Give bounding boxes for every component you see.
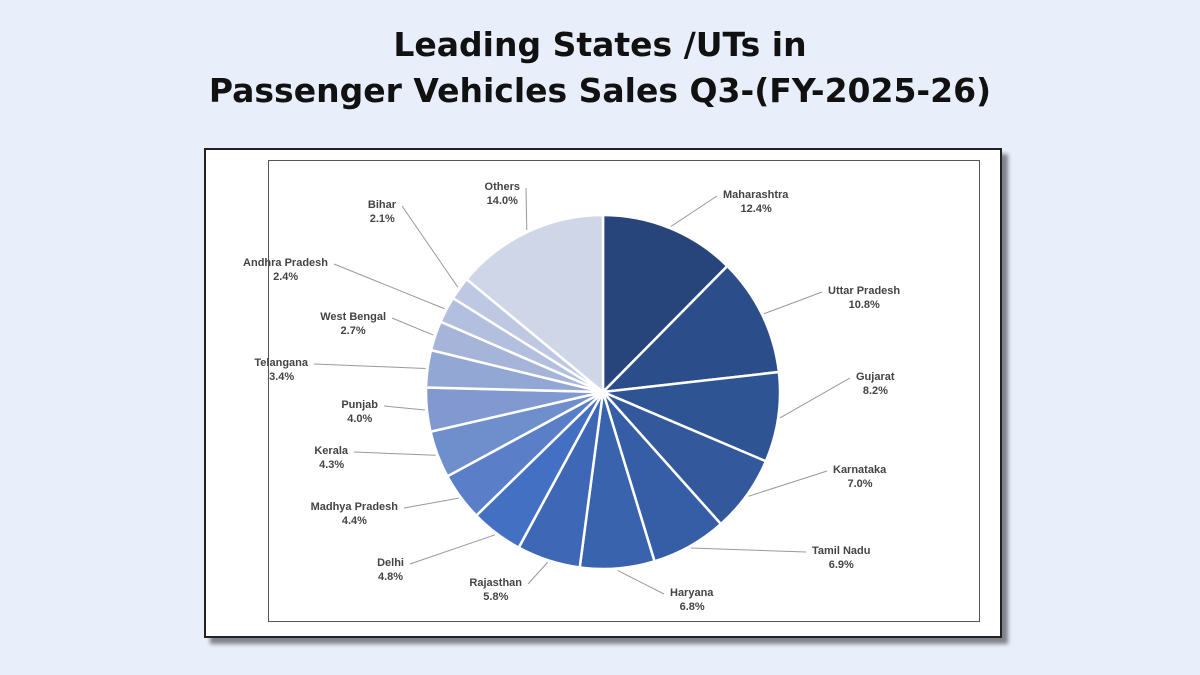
slice-value-maharashtra: 12.4% — [741, 203, 772, 215]
slice-label-rajasthan: Rajasthan — [469, 577, 522, 589]
leader-line — [333, 263, 445, 310]
pie-slice-others — [464, 213, 605, 395]
leader-line — [353, 451, 436, 456]
slice-value-madhya-pradesh: 4.4% — [342, 515, 367, 527]
slice-value-kerala: 4.3% — [319, 459, 344, 471]
chart-area — [268, 160, 980, 622]
leader-line — [403, 497, 459, 509]
slice-label-delhi: Delhi — [377, 557, 404, 569]
slice-value-gujarat: 8.2% — [863, 385, 888, 397]
leader-line — [525, 187, 528, 231]
slice-value-others: 14.0% — [487, 195, 518, 207]
slice-value-andhra-pradesh: 2.4% — [273, 271, 298, 283]
slice-label-haryana: Haryana — [670, 587, 714, 599]
slice-label-others: Others — [485, 181, 520, 193]
slice-label-bihar: Bihar — [368, 199, 397, 211]
slice-value-delhi: 4.8% — [378, 571, 403, 583]
slice-value-punjab: 4.0% — [347, 413, 372, 425]
slice-label-west-bengal: West Bengal — [320, 311, 386, 323]
slice-label-punjab: Punjab — [341, 399, 378, 411]
slice-label-kerala: Kerala — [314, 445, 349, 457]
leader-line — [763, 291, 823, 315]
slice-value-bihar: 2.1% — [370, 213, 395, 225]
pie-slice-maharashtra — [601, 213, 730, 396]
title-line-2: Passenger Vehicles Sales Q3-(FY-2025-26) — [208, 71, 992, 110]
leader-line — [617, 569, 665, 595]
slice-label-maharashtra: Maharashtra — [723, 189, 789, 201]
leader-line — [527, 561, 549, 585]
slice-value-haryana: 6.8% — [680, 601, 705, 613]
leader-line — [409, 534, 496, 565]
slice-label-tamil-nadu: Tamil Nadu — [812, 545, 870, 557]
leader-line — [383, 405, 425, 411]
slice-value-tamil-nadu: 6.9% — [829, 559, 854, 571]
leader-line — [670, 195, 718, 227]
slice-value-rajasthan: 5.8% — [483, 591, 508, 603]
leader-line — [313, 363, 426, 369]
pie-chart: Maharashtra 12.4% Uttar Pradesh 10.8% Gujara… — [243, 181, 900, 613]
leader-line — [748, 470, 828, 497]
leader-line — [391, 317, 434, 336]
chart-title: Leading States /UTs in Passenger Vehicle… — [0, 22, 1200, 114]
slice-value-uttar-pradesh: 10.8% — [849, 299, 880, 311]
title-line-1: Leading States /UTs in — [393, 25, 807, 64]
slice-label-telangana: Telangana — [254, 357, 308, 369]
leader-line — [779, 377, 851, 419]
slice-label-andhra-pradesh: Andhra Pradesh — [243, 257, 328, 269]
slice-value-west-bengal: 2.7% — [341, 325, 366, 337]
slice-label-madhya-pradesh: Madhya Pradesh — [311, 501, 399, 513]
leader-line — [401, 205, 459, 288]
slice-value-karnataka: 7.0% — [847, 478, 872, 490]
pie-slice-gujarat — [598, 370, 782, 463]
slice-label-uttar-pradesh: Uttar Pradesh — [828, 285, 900, 297]
chart-frame: Maharashtra 12.4% Uttar Pradesh 10.8% Gujara… — [204, 148, 1002, 638]
slice-label-karnataka: Karnataka — [833, 464, 887, 476]
slice-value-telangana: 3.4% — [269, 371, 294, 383]
slice-label-gujarat: Gujarat — [856, 371, 895, 383]
pie-slice-uttar-pradesh — [599, 264, 781, 394]
leader-line — [690, 547, 807, 553]
